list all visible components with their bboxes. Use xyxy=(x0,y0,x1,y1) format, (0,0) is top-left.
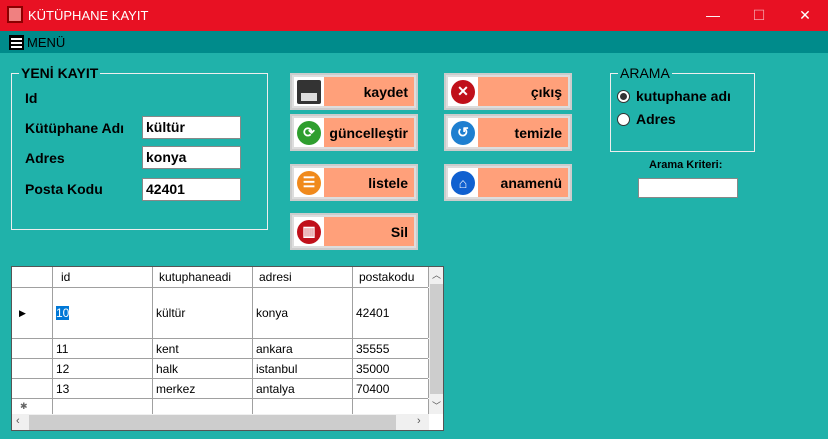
table-cell[interactable]: merkez xyxy=(153,379,253,398)
radio-library-name[interactable]: kutuphane adı xyxy=(617,88,731,104)
scroll-thumb[interactable] xyxy=(430,284,443,394)
name-label: Kütüphane Adı xyxy=(25,120,125,136)
row-header[interactable] xyxy=(12,339,53,358)
refresh-icon: ⟳ xyxy=(294,118,324,147)
clear-icon: ↺ xyxy=(448,118,478,147)
table-cell[interactable]: 12 xyxy=(53,359,153,378)
postal-label: Posta Kodu xyxy=(25,181,103,197)
column-header[interactable]: id xyxy=(53,267,153,287)
group-legend: ARAMA xyxy=(618,65,672,81)
horizontal-scrollbar[interactable]: ‹ › xyxy=(12,414,429,430)
table-cell[interactable]: kent xyxy=(153,339,253,358)
table-cell[interactable]: 10 xyxy=(53,288,153,338)
main-menu-button[interactable]: ⌂ anamenü xyxy=(444,164,572,201)
table-cell[interactable]: kültür xyxy=(153,288,253,338)
save-button[interactable]: kaydet xyxy=(290,73,418,110)
table-cell[interactable]: 11 xyxy=(53,339,153,358)
name-input[interactable]: kültür xyxy=(142,116,241,139)
table-cell[interactable] xyxy=(353,399,429,414)
floppy-disk-icon xyxy=(294,77,324,106)
table-cell[interactable]: 70400 xyxy=(353,379,429,398)
row-header[interactable] xyxy=(12,379,53,398)
radio-unchecked-icon xyxy=(617,112,630,126)
new-row-icon: ✱ xyxy=(12,399,53,414)
criteria-label: Arama Kriteri: xyxy=(649,159,723,171)
search-group: ARAMA xyxy=(610,65,755,152)
criteria-input[interactable] xyxy=(638,178,738,198)
list-icon: ☰ xyxy=(294,168,324,197)
menu-bar: MENÜ xyxy=(0,31,828,53)
delete-button[interactable]: ▥ Sil xyxy=(290,213,418,250)
clear-button[interactable]: ↺ temizle xyxy=(444,114,572,151)
table-cell[interactable]: istanbul xyxy=(253,359,353,378)
header-row: id kutuphaneadi adresi postakodu xyxy=(12,267,429,288)
maximize-button[interactable]: ☐ xyxy=(752,7,766,23)
menu-icon[interactable] xyxy=(9,35,24,50)
menu-item[interactable]: MENÜ xyxy=(27,35,66,50)
table-row[interactable]: 11 kent ankara 35555 xyxy=(12,339,429,359)
list-button[interactable]: ☰ listele xyxy=(290,164,418,201)
table-row[interactable]: ▶ 10 kültür konya 42401 xyxy=(12,288,429,339)
minimize-button[interactable]: — xyxy=(706,7,720,23)
table-cell[interactable]: antalya xyxy=(253,379,353,398)
exit-button[interactable]: ✕ çıkış xyxy=(444,73,572,110)
close-button[interactable]: ✕ xyxy=(799,7,811,23)
address-input[interactable]: konya xyxy=(142,146,241,169)
column-header[interactable]: postakodu xyxy=(353,267,429,287)
table-cell[interactable]: 13 xyxy=(53,379,153,398)
home-icon: ⌂ xyxy=(448,168,478,197)
id-label: Id xyxy=(25,90,38,106)
table-cell[interactable] xyxy=(53,399,153,414)
table-cell[interactable]: konya xyxy=(253,288,353,338)
table-cell[interactable] xyxy=(253,399,353,414)
table-cell[interactable] xyxy=(153,399,253,414)
trash-icon: ▥ xyxy=(294,217,324,246)
column-header[interactable]: adresi xyxy=(253,267,353,287)
new-record-group: YENİ KAYIT xyxy=(11,65,268,230)
group-legend: YENİ KAYIT xyxy=(19,65,101,81)
radio-address[interactable]: Adres xyxy=(617,111,676,127)
close-circle-icon: ✕ xyxy=(448,77,478,106)
data-grid[interactable]: id kutuphaneadi adresi postakodu ▶ 10 kült… xyxy=(11,266,444,431)
table-cell[interactable]: halk xyxy=(153,359,253,378)
scroll-thumb[interactable] xyxy=(29,415,396,430)
column-header[interactable]: kutuphaneadi xyxy=(153,267,253,287)
postal-input[interactable]: 42401 xyxy=(142,178,241,201)
table-row[interactable]: 12 halk istanbul 35000 xyxy=(12,359,429,379)
table-cell[interactable]: ankara xyxy=(253,339,353,358)
table-cell[interactable]: 35000 xyxy=(353,359,429,378)
row-header[interactable]: ▶ xyxy=(12,288,53,338)
table-row[interactable]: 13 merkez antalya 70400 xyxy=(12,379,429,399)
radio-checked-icon xyxy=(617,89,630,103)
table-cell[interactable]: 35555 xyxy=(353,339,429,358)
table-cell[interactable]: 42401 xyxy=(353,288,429,338)
vertical-scrollbar[interactable]: ︿ ﹀ xyxy=(429,267,443,414)
row-header[interactable] xyxy=(12,359,53,378)
update-button[interactable]: ⟳ güncelleştir xyxy=(290,114,418,151)
window-title: KÜTÜPHANE KAYIT xyxy=(28,8,149,23)
address-label: Adres xyxy=(25,150,65,166)
title-bar: KÜTÜPHANE KAYIT — ☐ ✕ xyxy=(0,0,828,31)
app-icon xyxy=(7,6,23,23)
new-row[interactable]: ✱ xyxy=(12,399,429,414)
